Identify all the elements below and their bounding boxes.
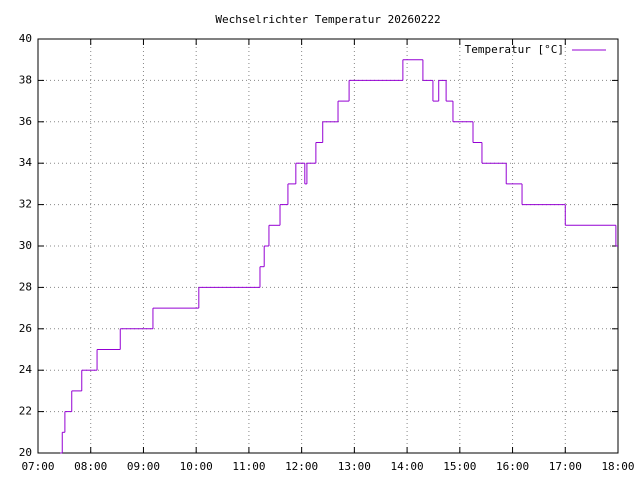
x-tick-label: 13:00 xyxy=(338,460,371,473)
y-tick-label: 24 xyxy=(19,363,33,376)
y-tick-label: 22 xyxy=(19,405,32,418)
y-tick-label: 30 xyxy=(19,239,32,252)
x-tick-label: 09:00 xyxy=(127,460,160,473)
x-tick-label: 14:00 xyxy=(391,460,424,473)
chart-title: Wechselrichter Temperatur 20260222 xyxy=(215,13,440,26)
y-tick-label: 34 xyxy=(19,156,33,169)
x-tick-label: 10:00 xyxy=(180,460,213,473)
x-tick-label: 16:00 xyxy=(496,460,529,473)
x-tick-label: 11:00 xyxy=(232,460,265,473)
y-tick-label: 20 xyxy=(19,446,32,459)
series xyxy=(60,59,618,454)
y-tick-label: 32 xyxy=(19,198,32,211)
y-tick-label: 40 xyxy=(19,32,32,45)
x-tick-label: 17:00 xyxy=(549,460,582,473)
y-tick-label: 36 xyxy=(19,115,32,128)
x-tick-label: 15:00 xyxy=(443,460,476,473)
y-tick-label: 26 xyxy=(19,322,32,335)
y-tick-label: 38 xyxy=(19,73,32,86)
x-tick-label: 18:00 xyxy=(601,460,634,473)
y-tick-label: 28 xyxy=(19,280,32,293)
x-tick-label: 12:00 xyxy=(285,460,318,473)
x-tick-label: 08:00 xyxy=(74,460,107,473)
x-tick-label: 07:00 xyxy=(21,460,54,473)
legend-label: Temperatur [°C] xyxy=(465,43,564,56)
